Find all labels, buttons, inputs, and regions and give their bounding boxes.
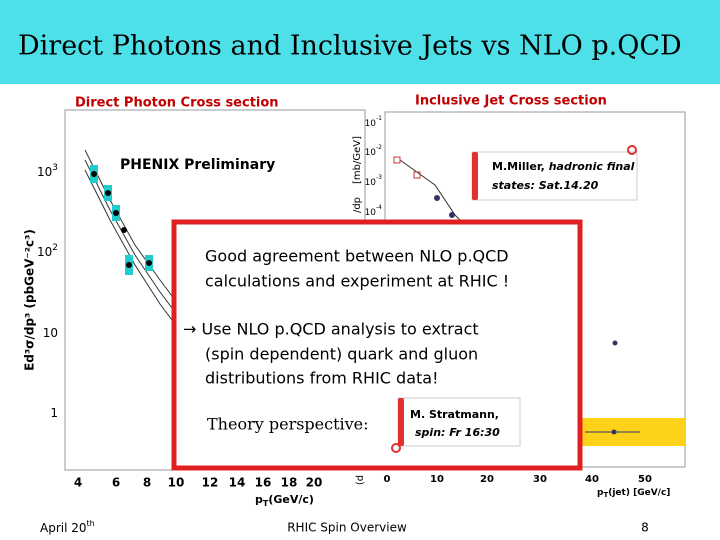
right-x-label: pT(jet) [GeV/c]	[597, 488, 670, 500]
summary-point: distributions from RHIC data!	[205, 369, 439, 388]
callout-ring	[627, 145, 637, 155]
tick-base: 10	[37, 165, 52, 179]
data-point	[146, 260, 152, 266]
tick-base: 10	[365, 178, 377, 188]
x-tick-label: 6	[112, 476, 120, 490]
header-bar	[0, 0, 720, 84]
right-y-unit: [mb/GeV]	[352, 136, 363, 184]
left-plot-title: Direct Photon Cross section	[75, 96, 279, 111]
x-tick-label: 10	[168, 476, 185, 490]
y-tick-label: 10-3	[365, 174, 383, 188]
theory-label: Theory perspective:	[207, 415, 369, 434]
callout-box	[471, 151, 638, 201]
x-tick-label: 4	[74, 476, 82, 490]
right-x-ticks: 0 10 20 30 40 50	[384, 474, 652, 485]
tick-exp: 2	[52, 243, 58, 253]
x-tick-label: 18	[281, 476, 298, 490]
tick-base: 10	[43, 326, 58, 340]
theory-curve	[84, 149, 191, 321]
footer-center: RHIC Spin Overview	[287, 521, 407, 535]
right-y-label-bottom: (d	[355, 475, 366, 485]
theory-curve	[84, 169, 191, 345]
y-tick-label: 103	[37, 163, 58, 179]
x-tick-label: 50	[638, 474, 652, 485]
y-tick-label: 10-2	[365, 144, 383, 158]
left-x-ticks: 4 6 8 10 12 14 16 18 20	[74, 476, 323, 490]
summary-line: calculations and experiment at RHIC !	[205, 272, 509, 291]
right-y-ticks: 10-110-210-310-4	[365, 115, 383, 218]
summary-line: Good agreement between NLO p.QCD	[205, 247, 509, 266]
callout-text: states: Sat.14.20	[492, 179, 599, 192]
data-point	[413, 171, 421, 179]
tick-base: 10	[365, 148, 377, 158]
data-point	[91, 171, 97, 177]
y-tick-label: 1	[50, 406, 58, 420]
theory-curve	[84, 159, 191, 333]
slide-title: Direct Photons and Inclusive Jets vs NLO…	[18, 31, 682, 62]
tick-base: 1	[50, 406, 58, 420]
tick-exp: -1	[376, 115, 382, 122]
miller-callout: M.Miller, hadronic final states: Sat.14.…	[471, 145, 638, 201]
stratmann-callout: M. Stratmann, spin: Fr 16:30	[391, 397, 521, 453]
x-tick-label: 30	[533, 474, 547, 485]
tick-base: 10	[365, 208, 377, 218]
right-plot-title: Inclusive Jet Cross section	[415, 94, 607, 109]
y-tick-label: 10	[43, 326, 58, 340]
callout-box	[397, 397, 521, 447]
x-tick-label: 0	[384, 474, 391, 485]
tick-base: 10	[365, 119, 377, 129]
data-point	[611, 429, 617, 435]
footer-page: 8	[641, 521, 649, 535]
data-point	[121, 227, 127, 233]
data-point	[105, 190, 111, 196]
tick-exp: 3	[52, 163, 58, 173]
y-tick-label: 10-1	[365, 115, 383, 129]
x-tick-label: 12	[202, 476, 219, 490]
data-point	[126, 262, 132, 268]
x-tick-label: 8	[143, 476, 151, 490]
summary-point: → Use NLO p.QCD analysis to extract	[183, 320, 479, 339]
tick-exp: -2	[376, 144, 382, 151]
summary-point: (spin dependent) quark and gluon	[205, 345, 478, 364]
x-tick-label: 14	[229, 476, 246, 490]
callout-bar	[398, 398, 404, 446]
left-x-label: pT(GeV/c)	[255, 493, 314, 508]
x-tick-label: 20	[306, 476, 323, 490]
data-point	[113, 210, 119, 216]
callout-text: spin: Fr 16:30	[415, 426, 500, 439]
y-tick-label: 102	[37, 243, 58, 259]
callout-text: M.Miller, hadronic final	[492, 160, 635, 173]
tick-exp: -3	[376, 174, 382, 181]
left-y-label: Ed³σ/dp³ (pbGeV⁻²c³)	[23, 229, 37, 371]
x-tick-label: 16	[255, 476, 272, 490]
x-tick-label: 20	[480, 474, 494, 485]
footer-date: April 20th	[40, 519, 95, 535]
callout-ring	[391, 443, 401, 453]
data-point	[612, 340, 618, 346]
data-point	[393, 156, 401, 164]
callout-text: M. Stratmann,	[410, 408, 499, 421]
tick-exp: -4	[376, 204, 382, 211]
left-plot-label: PHENIX Preliminary	[120, 157, 275, 173]
right-y-label: /dp	[352, 197, 363, 213]
data-point	[434, 195, 440, 201]
x-tick-label: 40	[585, 474, 599, 485]
x-tick-label: 10	[430, 474, 444, 485]
data-point	[449, 212, 455, 218]
y-tick-label: 10-4	[365, 204, 383, 218]
tick-base: 10	[37, 245, 52, 259]
callout-bar	[472, 152, 478, 200]
left-data	[84, 149, 191, 345]
